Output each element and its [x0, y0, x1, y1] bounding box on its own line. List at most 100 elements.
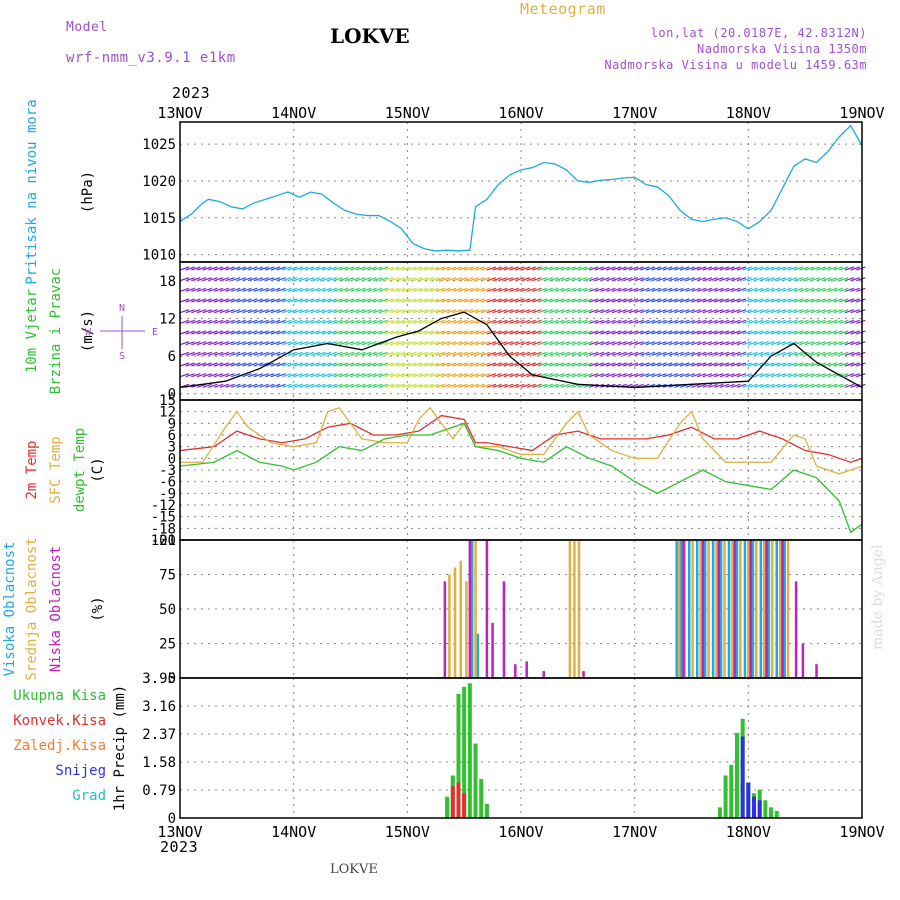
wind-barb: [287, 298, 298, 303]
y-tick-label: 0: [168, 387, 176, 403]
wind-barb: [253, 298, 264, 303]
wind-barb: [412, 330, 423, 335]
wind-barb: [458, 287, 468, 292]
wind-barb: [640, 319, 650, 324]
wind-barb: [304, 330, 315, 335]
wind-barb: [674, 351, 684, 356]
wind-barb: [526, 341, 536, 346]
wind-barb: [412, 277, 423, 282]
wind-barb: [441, 309, 451, 314]
lonlat-label: lon,lat (20.0187E, 42.8312N): [650, 26, 867, 40]
wind-barb: [327, 266, 337, 271]
wind-barb: [850, 309, 860, 314]
wind-barb: [293, 277, 303, 282]
bar: [747, 540, 750, 678]
wind-barb: [571, 287, 582, 292]
wind-barb: [782, 362, 792, 367]
panel-frame: [179, 261, 863, 401]
wind-barb: [679, 277, 690, 282]
wind-barb: [293, 309, 303, 314]
wind-barb: [765, 298, 775, 303]
wind-barb: [742, 287, 752, 292]
bar: [774, 810, 779, 818]
wind-barb: [566, 277, 576, 282]
wind-barb: [770, 309, 781, 314]
wind-barb: [503, 266, 514, 271]
wind-barb: [242, 341, 252, 346]
wind-barb: [679, 341, 690, 346]
wind-barb: [691, 341, 701, 346]
wind-barb: [554, 330, 565, 335]
wind-barb: [225, 287, 235, 292]
wind-barb: [816, 351, 826, 356]
wind-barb: [321, 362, 332, 367]
wind-barb: [662, 330, 673, 335]
wind-barb: [327, 362, 337, 367]
wind-barb: [259, 341, 269, 346]
wind-barb: [219, 319, 229, 324]
wind-barb: [685, 309, 696, 314]
bar: [484, 803, 489, 818]
wind-barb: [191, 373, 201, 378]
wind-barb: [230, 319, 241, 324]
wind-barb: [776, 298, 786, 303]
wind-barb: [202, 362, 212, 367]
wind-barb: [321, 266, 332, 271]
wind-barb: [617, 287, 627, 292]
wind-barb: [202, 341, 212, 346]
wind-barb: [196, 383, 207, 388]
wind-barb: [748, 309, 758, 314]
bar: [733, 540, 736, 678]
wind-barb: [378, 287, 389, 292]
wind-barb: [373, 373, 383, 378]
wind-barb: [441, 341, 451, 346]
y-tick-label: -9: [159, 486, 176, 502]
wind-barb: [452, 266, 462, 271]
wind-barb: [708, 330, 718, 335]
wind-barb: [526, 287, 536, 292]
wind-barb: [498, 383, 508, 388]
wind-barb: [617, 341, 627, 346]
wind-barb: [481, 309, 491, 314]
wind-barb: [299, 341, 309, 346]
wind-barb: [787, 277, 798, 282]
wind-barb: [696, 351, 707, 356]
wind-barb: [446, 373, 457, 378]
wind-barb: [481, 341, 491, 346]
wind-barb: [668, 351, 678, 356]
bar: [445, 796, 450, 818]
wind-barb: [583, 298, 593, 303]
wind-barb: [208, 351, 218, 356]
bar: [767, 540, 771, 678]
wind-barb: [270, 362, 281, 367]
wind-barb: [230, 373, 241, 378]
wind-barb: [560, 266, 570, 271]
wind-barb: [498, 362, 508, 367]
wind-barb: [696, 319, 707, 324]
wind-barb: [532, 319, 542, 324]
bar: [568, 540, 572, 678]
wind-barb: [736, 298, 747, 303]
y-axis-label: Niska Oblacnost: [48, 546, 64, 672]
wind-barb: [753, 330, 764, 335]
wind-barb: [543, 341, 553, 346]
wind-barb: [407, 309, 417, 314]
wind-barb: [441, 351, 451, 356]
wind-barb: [787, 362, 798, 367]
wind-barb: [208, 287, 218, 292]
wind-barb: [429, 362, 440, 367]
wind-barb: [390, 319, 400, 324]
wind-barb: [481, 298, 491, 303]
wind-barb: [492, 373, 502, 378]
wind-barb: [600, 341, 610, 346]
wind-barb: [236, 351, 247, 356]
wind-barb: [219, 287, 229, 292]
wind-barb: [736, 330, 747, 335]
wind-barb: [543, 277, 553, 282]
wind-barb: [424, 319, 434, 324]
wind-barb: [418, 298, 428, 303]
wind-barb: [248, 341, 258, 346]
wind-barb: [549, 373, 559, 378]
station-title: LOKVE: [330, 24, 410, 48]
wind-barb: [520, 266, 531, 271]
